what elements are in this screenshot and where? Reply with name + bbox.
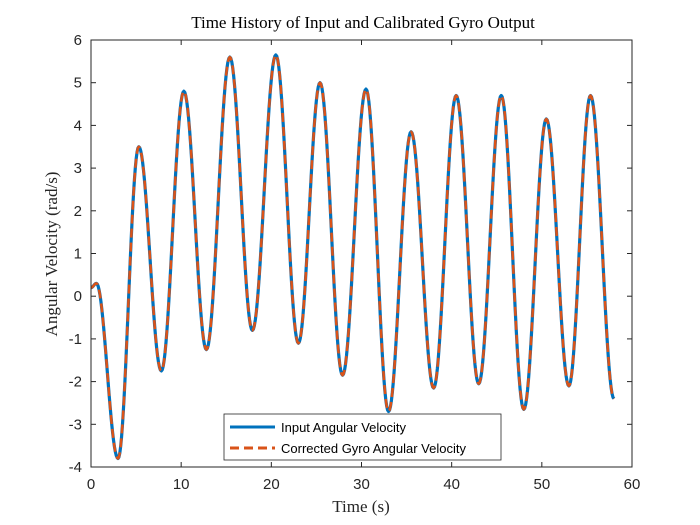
x-tick-label: 60 — [624, 476, 641, 493]
legend-box — [223, 413, 502, 461]
chart-title: Time History of Input and Calibrated Gyr… — [191, 13, 535, 32]
x-axis-label: Time (s) — [332, 497, 389, 516]
tick-labels: 0 10 20 30 40 50 60 -4 -3 -2 -1 0 1 2 3 4 5 6 — [69, 32, 641, 493]
x-tick-label: 50 — [533, 476, 550, 493]
legend: Input Angular Velocity Corrected Gyro An… — [223, 413, 502, 461]
y-tick-label: 2 — [74, 203, 82, 220]
y-tick-label: 3 — [74, 160, 82, 177]
x-tick-label: 0 — [87, 476, 95, 493]
x-tick-label: 10 — [173, 476, 190, 493]
y-tick-label: -4 — [69, 459, 82, 476]
y-tick-label: -3 — [69, 416, 82, 433]
legend-label-corrected: Corrected Gyro Angular Velocity — [281, 441, 466, 456]
y-tick-label: 5 — [74, 75, 82, 92]
legend-label-input: Input Angular Velocity — [281, 420, 407, 435]
x-tick-label: 20 — [263, 476, 280, 493]
y-tick-label: 0 — [74, 288, 82, 305]
y-tick-label: -1 — [69, 331, 82, 348]
x-tick-label: 30 — [353, 476, 370, 493]
y-tick-label: 6 — [74, 32, 82, 49]
series-corrected-line — [91, 53, 616, 460]
plot-frame — [90, 39, 633, 468]
y-axis-label: Angular Velocity (rad/s) — [42, 172, 61, 337]
x-tick-label: 40 — [443, 476, 460, 493]
y-tick-label: -2 — [69, 374, 82, 391]
plot-lines — [91, 53, 616, 461]
y-tick-label: 1 — [74, 246, 82, 263]
y-tick-label: 4 — [74, 117, 82, 134]
